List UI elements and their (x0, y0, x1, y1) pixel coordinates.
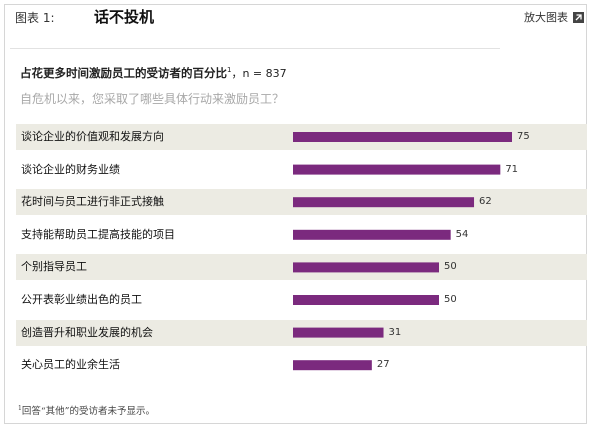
category-label: 花时间与员工进行非正式接触 (21, 195, 164, 209)
category-label: 谈论企业的价值观和发展方向 (21, 130, 164, 143)
category-label: 个别指导员工 (21, 260, 87, 274)
category-label: 公开表彰业绩出色的员工 (21, 293, 142, 306)
bar (293, 327, 384, 338)
enlarge-chart-label: 放大图表 (524, 11, 568, 24)
category-label: 谈论企业的财务业绩 (21, 162, 120, 176)
bar (293, 360, 372, 371)
footnote: 1回答“其他”的受访者未予显示。 (18, 403, 155, 417)
bar (293, 197, 475, 208)
enlarge-chart-button[interactable]: 放大图表 (524, 9, 584, 25)
chart-title: 话不投机 (94, 8, 155, 26)
expand-icon (573, 11, 584, 23)
header-divider (10, 48, 500, 49)
bar-value-label: 75 (517, 131, 530, 142)
bar-value-label: 54 (455, 228, 469, 240)
category-label: 支持能帮助员工提高技能的项目 (21, 227, 175, 241)
bar-value-label: 71 (505, 163, 519, 175)
category-label: 创造晋升和职业发展的机会 (21, 325, 153, 339)
subtitle-footnote-mark: 1 (227, 66, 232, 75)
survey-question: 自危机以来，您采取了哪些具体行动来激励员工？ (20, 92, 285, 106)
bar (293, 229, 451, 240)
footnote-text: 回答“其他”的受访者未予显示。 (21, 406, 156, 417)
chart-subtitle: 占花更多时间激励员工的受访者的百分比1，n = 837 (20, 65, 287, 81)
exhibit-label: 图表 1: (15, 11, 55, 25)
bar-value-label: 31 (388, 326, 402, 338)
sample-size: ，n = 837 (231, 67, 287, 80)
bar (293, 262, 439, 273)
bar (293, 164, 501, 175)
bar (293, 295, 439, 305)
bar-value-label: 50 (444, 294, 457, 305)
bar-value-label: 27 (376, 359, 390, 371)
bar-value-label: 50 (444, 261, 457, 273)
subtitle-text: 占花更多时间激励员工的受访者的百分比 (20, 66, 227, 80)
category-label: 关心员工的业余生活 (21, 358, 120, 372)
footnote-mark: 1 (18, 404, 22, 412)
bar (293, 132, 512, 142)
bar-value-label: 62 (479, 196, 492, 208)
